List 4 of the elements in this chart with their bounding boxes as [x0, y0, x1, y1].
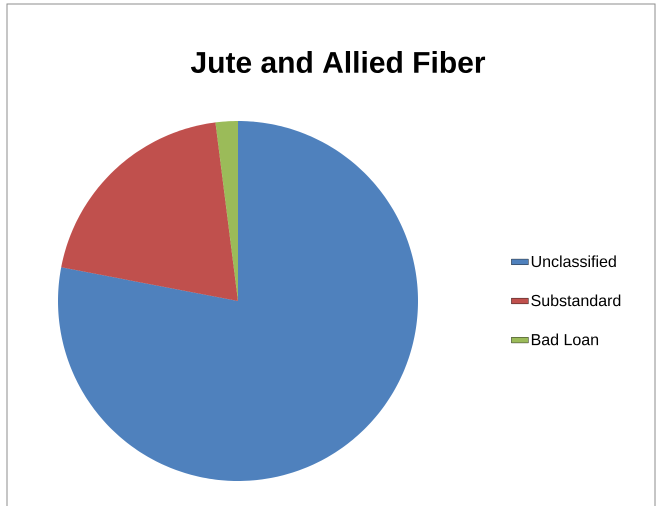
- legend-label: Unclassified: [532, 255, 616, 268]
- legend-label: Substandard: [531, 294, 620, 306]
- legend-label: Bad Loan: [532, 334, 598, 346]
- chart-title: Jute and Allied Fiber: [190, 50, 486, 74]
